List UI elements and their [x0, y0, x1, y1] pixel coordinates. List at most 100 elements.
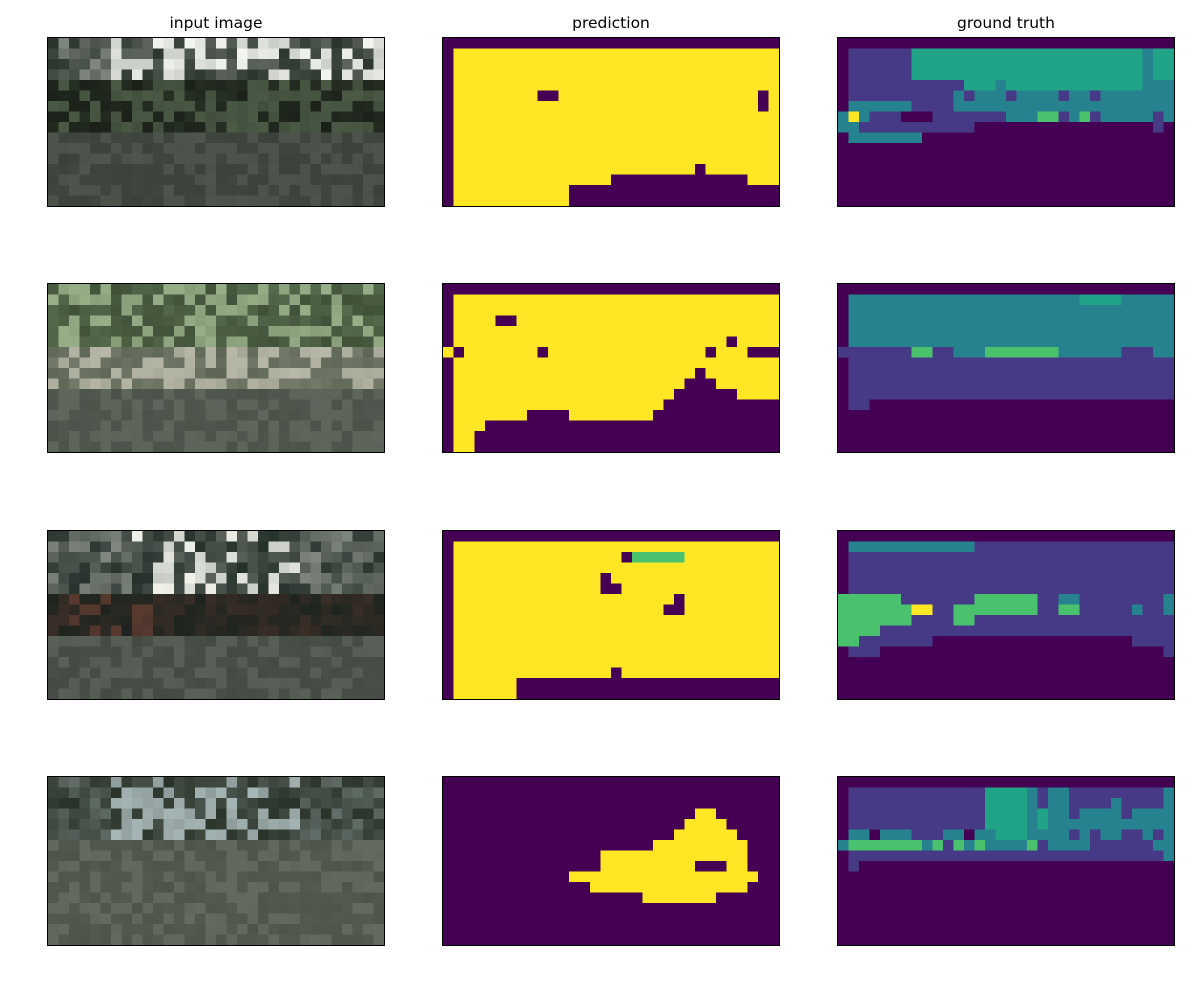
prediction-cell — [621, 326, 633, 337]
ground-truth-cell — [1006, 315, 1017, 327]
prediction-cell — [506, 389, 517, 400]
prediction-cell — [579, 625, 591, 637]
ground-truth-cell — [953, 38, 965, 49]
ground-truth-cell — [1069, 336, 1080, 348]
input-pixel — [237, 420, 248, 432]
ground-truth-cell — [1142, 195, 1154, 206]
prediction-cell — [716, 378, 727, 390]
prediction-cell — [695, 174, 706, 186]
input-pixel — [58, 59, 70, 70]
input-pixel — [247, 378, 259, 390]
prediction-cell — [527, 573, 538, 584]
ground-truth-cell — [1142, 132, 1154, 144]
input-pixel — [247, 431, 259, 442]
prediction-cell — [758, 562, 769, 574]
input-pixel — [205, 122, 217, 133]
ground-truth-cell — [985, 294, 996, 306]
ground-truth-cell — [1163, 636, 1174, 647]
input-pixel — [310, 829, 322, 841]
input-pixel — [142, 431, 154, 442]
input-pixel — [279, 132, 290, 144]
ground-truth-cell — [838, 541, 849, 553]
input-pixel — [300, 840, 311, 851]
input-pixel — [100, 840, 112, 851]
ground-truth-cell — [922, 185, 933, 196]
ground-truth-cell — [911, 59, 923, 70]
ground-truth-cell — [985, 174, 996, 186]
ground-truth-cell — [1048, 48, 1059, 60]
input-pixel — [321, 284, 332, 295]
input-pixel — [195, 122, 206, 133]
ground-truth-cell — [1079, 583, 1091, 595]
input-pixel — [100, 819, 112, 830]
input-pixel — [300, 101, 311, 112]
input-pixel — [121, 850, 133, 862]
prediction-cell — [632, 111, 643, 123]
ground-truth-cell — [880, 101, 891, 112]
input-pixel — [48, 132, 59, 144]
prediction-cell — [695, 38, 706, 49]
input-pixel — [216, 441, 227, 452]
prediction-cell — [569, 59, 580, 70]
ground-truth-cell — [974, 531, 986, 542]
prediction-cell — [569, 378, 580, 390]
ground-truth-cell — [901, 90, 912, 102]
prediction-cell — [695, 636, 706, 647]
prediction-cell — [621, 441, 633, 452]
prediction-cell — [516, 122, 528, 133]
input-pixel — [289, 688, 301, 699]
input-pixel — [184, 573, 196, 584]
input-pixel — [111, 284, 122, 295]
input-pixel — [69, 850, 80, 862]
input-pixel — [195, 69, 206, 81]
prediction-cell — [548, 153, 559, 165]
ground-truth-cell — [1153, 59, 1164, 70]
input-pixel — [226, 38, 238, 49]
ground-truth-cell — [1048, 368, 1059, 379]
prediction-cell — [684, 48, 696, 60]
ground-truth-cell — [1006, 531, 1017, 542]
input-pixel — [268, 59, 280, 70]
prediction-cell — [716, 531, 727, 542]
ground-truth-cell — [1079, 594, 1091, 605]
input-pixel — [331, 636, 343, 647]
ground-truth-cell — [901, 101, 912, 112]
input-pixel — [58, 667, 70, 679]
prediction-cell — [474, 80, 486, 91]
input-pixel — [100, 326, 112, 337]
input-pixel — [184, 688, 196, 699]
input-pixel — [310, 420, 322, 432]
ground-truth-cell — [985, 594, 996, 605]
ground-truth-cell — [943, 48, 954, 60]
ground-truth-cell — [1016, 389, 1028, 400]
ground-truth-cell — [1100, 132, 1112, 144]
input-pixel — [226, 861, 238, 872]
input-pixel — [226, 678, 238, 689]
prediction-cell — [579, 678, 591, 689]
prediction-cell — [579, 636, 591, 647]
input-pixel — [258, 604, 269, 616]
prediction-cell — [537, 195, 549, 206]
input-pixel — [111, 829, 122, 841]
ground-truth-cell — [995, 378, 1007, 390]
ground-truth-cell — [1016, 336, 1028, 348]
input-pixel — [174, 604, 185, 616]
prediction-cell — [642, 678, 654, 689]
ground-truth-cell — [869, 562, 881, 574]
prediction-cell — [453, 541, 465, 553]
prediction-cell — [747, 305, 759, 316]
prediction-cell — [674, 678, 685, 689]
input-pixel — [100, 357, 112, 369]
input-pixel — [216, 604, 227, 616]
ground-truth-cell — [848, 80, 860, 91]
prediction-cell — [663, 573, 675, 584]
ground-truth-cell — [1006, 646, 1017, 658]
prediction-cell — [611, 164, 622, 175]
prediction-cell — [506, 420, 517, 432]
prediction-cell — [590, 541, 601, 553]
input-pixel — [205, 410, 217, 421]
prediction-cell — [569, 315, 580, 327]
prediction-cell — [663, 657, 675, 668]
ground-truth-cell — [890, 441, 902, 452]
prediction-cell — [527, 678, 538, 689]
